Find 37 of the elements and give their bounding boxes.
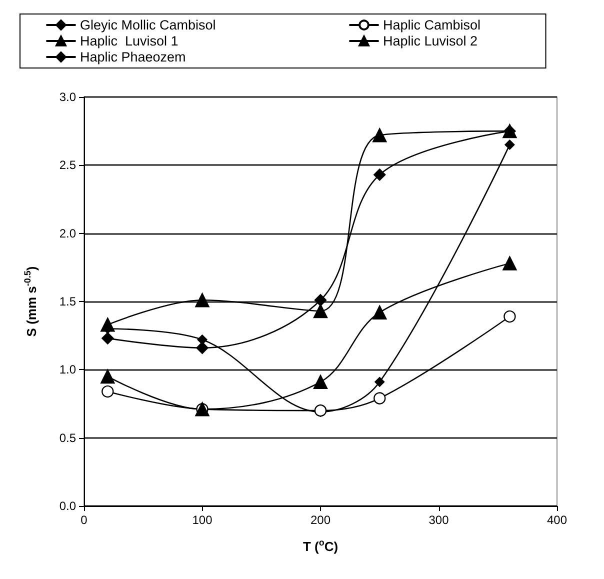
x-tick-label: 300 <box>428 513 450 527</box>
point <box>100 318 115 332</box>
x-tick-label: 200 <box>310 513 331 527</box>
y-axis-title: S (mm s-0.5) <box>22 266 39 337</box>
y-tick-label: 3.0 <box>59 90 76 104</box>
point <box>100 369 115 384</box>
y-tick-label: 1.5 <box>59 294 76 308</box>
y-tick-label: 2.5 <box>59 158 76 172</box>
x-tick-label: 100 <box>192 513 213 527</box>
y-tick-label: 2.0 <box>59 226 76 240</box>
point <box>313 304 328 318</box>
x-tick-label: 0 <box>80 513 88 527</box>
legend-label: Gleyic Mollic Cambisol <box>80 18 216 32</box>
point <box>314 294 327 306</box>
point <box>372 305 387 320</box>
point <box>374 392 386 404</box>
point <box>502 256 517 270</box>
point <box>374 168 386 181</box>
point <box>102 332 114 344</box>
x-tick-label: 400 <box>546 513 568 527</box>
legend-label: Haplic Luvisol 1 <box>80 34 178 48</box>
point <box>313 374 328 390</box>
y-tick-label: 1.0 <box>59 362 76 377</box>
point <box>504 140 515 150</box>
point <box>504 310 516 323</box>
point <box>374 376 385 387</box>
y-tick-label: 0.0 <box>59 499 76 513</box>
point <box>195 293 210 308</box>
point <box>314 404 327 417</box>
point <box>196 342 208 354</box>
point <box>372 128 387 142</box>
legend-label: Haplic Luvisol 2 <box>383 34 478 48</box>
point <box>102 385 114 398</box>
legend-label: Haplic Cambisol <box>383 18 481 32</box>
point <box>197 334 208 345</box>
y-tick-label: 0.5 <box>59 430 76 445</box>
legend-label: Haplic Phaeozem <box>80 50 186 64</box>
